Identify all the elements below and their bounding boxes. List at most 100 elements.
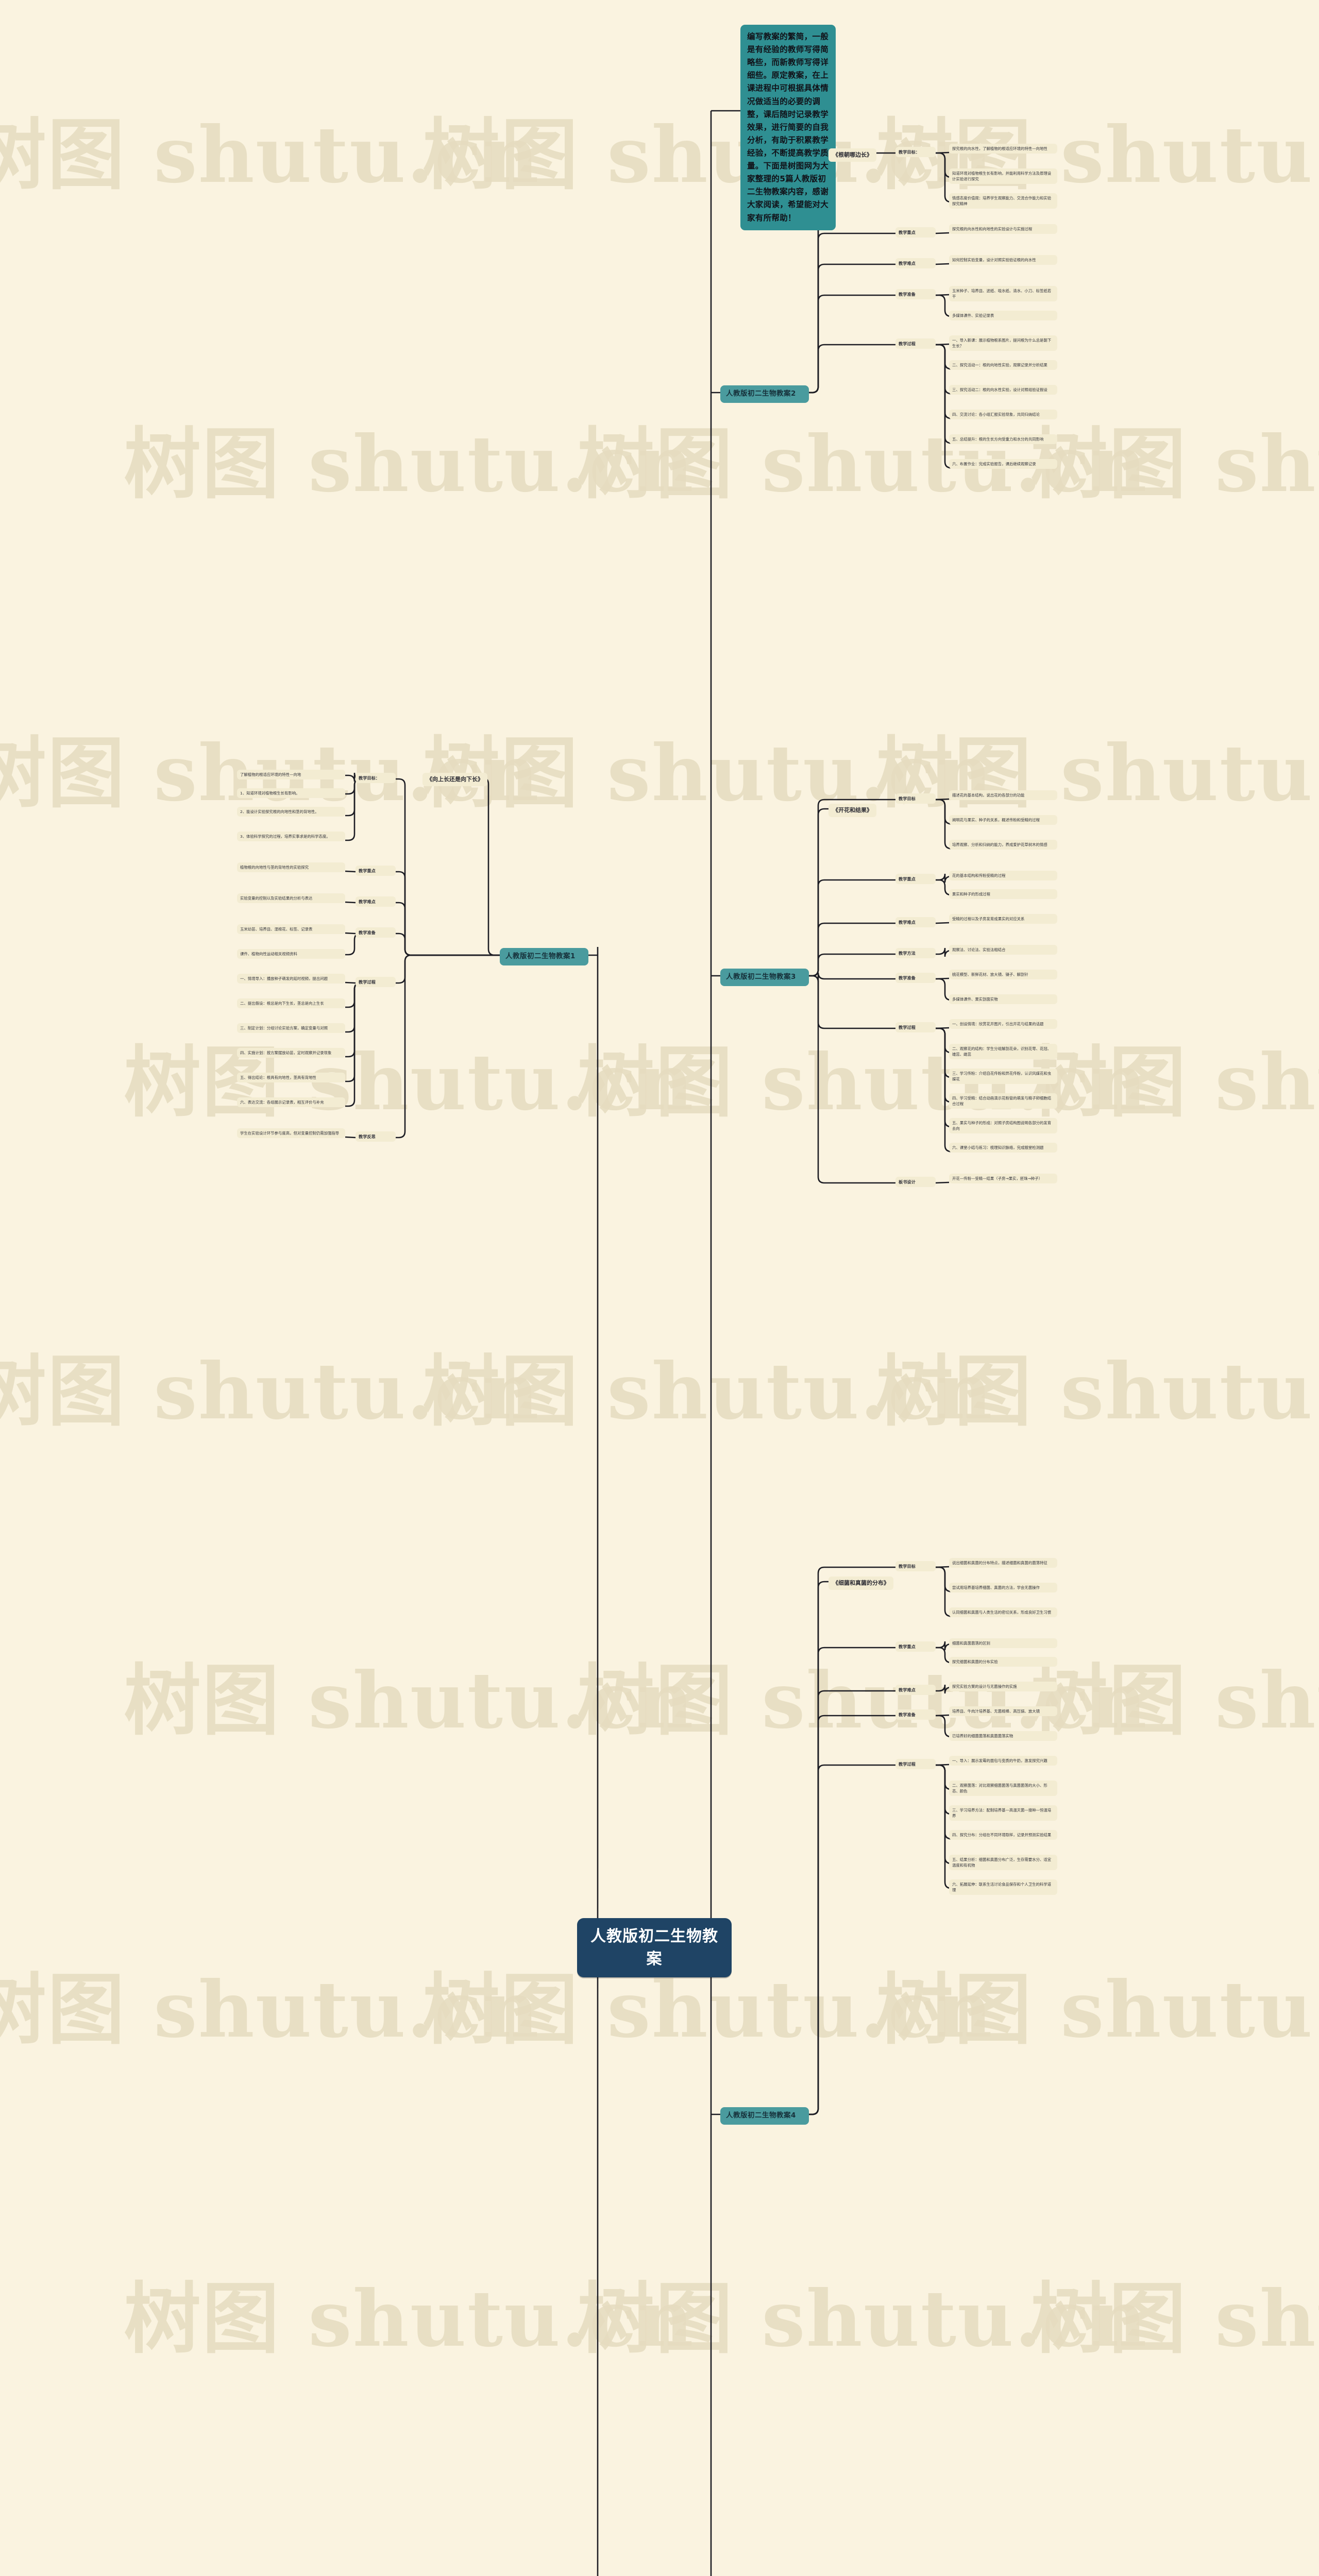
leaf-item[interactable]: 六、课堂小结与练习：梳理知识脉络，完成随堂检测题: [949, 1143, 1057, 1153]
group-title[interactable]: 教学重点: [895, 1641, 936, 1652]
leaf-item[interactable]: 六、表达交流：各组展示记录表，相互评价与补充: [237, 1097, 345, 1108]
group-title[interactable]: 教学过程: [895, 1022, 936, 1033]
leaf-item[interactable]: 学生在实验设计环节参与度高，但对变量控制仍需加强指导: [237, 1128, 345, 1139]
lesson-title-b3[interactable]: 《开花和结果》: [828, 804, 876, 817]
leaf-item[interactable]: 2、能设计实验探究根的向地性和茎的背地性。: [237, 807, 345, 817]
leaf-item[interactable]: 培养皿、牛肉汁培养基、无菌棉棒、高压锅、放大镜: [949, 1706, 1057, 1717]
leaf-item[interactable]: 描述花的基本结构，说出花的各部分的功能: [949, 790, 1057, 801]
leaf-item[interactable]: 了解植物的根适应环境的特性—向地: [237, 770, 345, 780]
leaf-item[interactable]: 情感态度价值观：培养学生观察能力、交流合作能力和实验探究精神: [949, 193, 1057, 209]
leaf-item[interactable]: 探究根的向水性，了解植物的根适应环境的特性—向地性: [949, 144, 1057, 154]
group-title[interactable]: 教学准备: [895, 289, 936, 300]
leaf-item[interactable]: 已培养好的细菌菌落和真菌菌落实物: [949, 1731, 1057, 1741]
leaf-item[interactable]: 知道环境对植物根生长有影响，并能利用科学方法及原理设计实验进行探究: [949, 168, 1057, 184]
leaf-item[interactable]: 玉米幼苗、培养皿、湿棉花、标签、记录表: [237, 924, 345, 935]
group-title[interactable]: 教学准备: [356, 927, 396, 938]
branch-b4[interactable]: 人教版初二生物教案4: [720, 2107, 809, 2125]
leaf-item[interactable]: 二、观察菌落：对比观察细菌菌落与真菌菌落的大小、形态、颜色: [949, 1781, 1057, 1797]
watermark-text: 树图 shutu.cn: [124, 1037, 695, 1128]
group-title[interactable]: 教学难点: [895, 1685, 936, 1696]
leaf-item[interactable]: 一、情境导入：播放种子萌发的延时视频，提出问题: [237, 974, 345, 984]
leaf-item[interactable]: 六、拓展延伸：联系生活讨论食品保存和个人卫生的科学道理: [949, 1879, 1057, 1895]
lesson-title-b1[interactable]: 《向上长还是向下长》: [422, 773, 487, 786]
leaf-item[interactable]: 玉米种子、培养皿、滤纸、吸水纸、清水、小刀、标签纸若干: [949, 286, 1057, 302]
leaf-item[interactable]: 说出细菌和真菌的分布特点，描述细菌和真菌的菌落特征: [949, 1558, 1057, 1568]
group-title[interactable]: 教学难点: [895, 258, 936, 269]
leaf-item[interactable]: 植物根的向地性与茎的背地性的实验探究: [237, 862, 345, 873]
leaf-item[interactable]: 探究实验方案的设计与无菌操作的实施: [949, 1682, 1057, 1692]
leaf-item[interactable]: 培养观察、分析和归纳的能力，养成爱护花草树木的情感: [949, 840, 1057, 850]
leaf-item[interactable]: 1、知道环境对植物根生长有影响。: [237, 788, 345, 799]
leaf-item[interactable]: 五、果实与种子的形成：对照子房结构图说明各部分的发育去向: [949, 1118, 1057, 1134]
leaf-item[interactable]: 课件、植物向性运动相关视频资料: [237, 949, 345, 959]
leaf-item[interactable]: 三、制定计划：分组讨论实验方案，确定变量与对照: [237, 1023, 345, 1033]
leaf-item[interactable]: 五、总结提升：根的生长方向受重力和水分的共同影响: [949, 434, 1057, 445]
leaf-item[interactable]: 桃花模型、新鲜花材、放大镜、镊子、解剖针: [949, 970, 1057, 980]
leaf-item[interactable]: 二、探究活动一：根的向地性实验，观察记录并分析结果: [949, 360, 1057, 370]
group-title[interactable]: 教学过程: [895, 1759, 936, 1770]
branch-b1[interactable]: 人教版初二生物教案1: [500, 948, 588, 965]
watermark-text: 树图 shutu.cn: [0, 1346, 540, 1437]
leaf-item[interactable]: 阐明花与果实、种子的关系，概述传粉和受精的过程: [949, 815, 1057, 825]
leaf-item[interactable]: 尝试用培养基培养细菌、真菌的方法，学会无菌操作: [949, 1583, 1057, 1593]
leaf-item[interactable]: 四、学习受精：结合动画演示花粉管的萌发与精子卵细胞结合过程: [949, 1093, 1057, 1109]
leaf-item[interactable]: 一、导入新课：展示植物根系图片，提问根为什么总是朝下生长？: [949, 335, 1057, 351]
lesson-title-b2[interactable]: 《根朝哪边长》: [828, 148, 876, 162]
leaf-item[interactable]: 三、探究活动二：根的向水性实验，设计对照组验证假设: [949, 385, 1057, 395]
group-title[interactable]: 教学目标：: [356, 773, 396, 784]
group-title[interactable]: 教学重点: [356, 866, 396, 876]
leaf-item[interactable]: 六、布置作业：完成实验报告，课后继续观察记录: [949, 459, 1057, 469]
leaf-item[interactable]: 一、导入：展示发霉的面包与变质的牛奶，激发探究兴趣: [949, 1756, 1057, 1766]
group-title[interactable]: 教学准备: [895, 1709, 936, 1720]
lesson-title-b4[interactable]: 《细菌和真菌的分布》: [828, 1577, 893, 1590]
group-title[interactable]: 教学过程: [356, 977, 396, 988]
group-title[interactable]: 教学难点: [356, 896, 396, 907]
leaf-item[interactable]: 一、创设情境：欣赏花开图片，引出开花与结果的话题: [949, 1019, 1057, 1029]
leaf-item[interactable]: 四、实施计划：按方案摆放幼苗，定时观察并记录现象: [237, 1048, 345, 1058]
intro-note[interactable]: 编写教案的繁简，一般是有经验的教师写得简略些，而新教师写得详细些。原定教案，在上…: [740, 25, 836, 230]
leaf-item[interactable]: 3、体验科学探究的过程，培养实事求是的科学态度。: [237, 832, 345, 842]
group-title[interactable]: 教学目标: [895, 1561, 936, 1572]
group-title[interactable]: 教学准备: [895, 973, 936, 984]
group-title[interactable]: 教学目标: [895, 793, 936, 804]
watermark-text: 树图 shutu.cn: [1030, 1655, 1319, 1746]
leaf-item[interactable]: 四、探究分布：分组在不同环境取样，记录并预测实验结果: [949, 1830, 1057, 1840]
leaf-item[interactable]: 实验变量的控制以及实验结果的分析与表达: [237, 893, 345, 904]
leaf-item[interactable]: 花的基本结构和传粉受精的过程: [949, 871, 1057, 881]
leaf-item[interactable]: 三、学习传粉：介绍自花传粉和异花传粉，认识风媒花和虫媒花: [949, 1069, 1057, 1084]
watermark-text: 树图 shutu.cn: [876, 1964, 1319, 2055]
branch-b2[interactable]: 人教版初二生物教案2: [720, 385, 809, 403]
leaf-item[interactable]: 受精的过程以及子房发育成果实的对应关系: [949, 914, 1057, 924]
leaf-item[interactable]: 多媒体课件、果实剖面实物: [949, 994, 1057, 1005]
leaf-item[interactable]: 四、交流讨论：各小组汇报实验现象，共同归纳结论: [949, 410, 1057, 420]
group-title[interactable]: 教学重点: [895, 874, 936, 885]
leaf-item[interactable]: 如何控制实验变量，设计对照实验验证根的向水性: [949, 255, 1057, 265]
leaf-item[interactable]: 认同细菌和真菌与人类生活的密切关系，形成良好卫生习惯: [949, 1607, 1057, 1618]
leaf-item[interactable]: 果实和种子的形成过程: [949, 889, 1057, 900]
root-node[interactable]: 人教版初二生物教案: [577, 1918, 732, 1977]
leaf-item[interactable]: 观察法、讨论法、实验法相结合: [949, 945, 1057, 955]
leaf-item[interactable]: 三、学习培养方法：配制培养基—高温灭菌—接种—恒温培养: [949, 1805, 1057, 1821]
group-title[interactable]: 教学重点: [895, 227, 936, 238]
leaf-item[interactable]: 五、得出结论：根具有向地性，茎具有背地性: [237, 1073, 345, 1083]
leaf-item[interactable]: 细菌和真菌菌落的区别: [949, 1638, 1057, 1649]
leaf-item[interactable]: 五、结果分析：细菌和真菌分布广泛，生存需要水分、适宜温度和有机物: [949, 1855, 1057, 1871]
branch-b3[interactable]: 人教版初二生物教案3: [720, 969, 809, 986]
leaf-item[interactable]: 二、提出假设：根总是向下生长，茎总是向上生长: [237, 998, 345, 1009]
group-title[interactable]: 教学目标：: [895, 147, 936, 158]
watermark-text: 树图 shutu.cn: [422, 2566, 993, 2576]
leaf-item[interactable]: 探究根的向水性和向地性的实验设计与实施过程: [949, 224, 1057, 234]
leaf-item[interactable]: 探究细菌和真菌的分布实验: [949, 1657, 1057, 1667]
group-title[interactable]: 教学过程: [895, 338, 936, 349]
group-title[interactable]: 教学难点: [895, 917, 936, 928]
group-title[interactable]: 教学反思: [356, 1131, 396, 1142]
leaf-item[interactable]: 二、观察花的结构：学生分组解剖花朵，识别花萼、花冠、雄蕊、雌蕊: [949, 1044, 1057, 1060]
watermark-text: 树图 shutu.cn: [422, 1346, 993, 1437]
watermark-text: 树图 shutu.cn: [876, 728, 1319, 819]
group-title[interactable]: 教学方法: [895, 948, 936, 959]
leaf-item[interactable]: 多媒体课件、实验记录表: [949, 311, 1057, 321]
group-title[interactable]: 板书设计: [895, 1177, 936, 1188]
leaf-item[interactable]: 开花—传粉—受精—结果（子房→果实，胚珠→种子）: [949, 1174, 1057, 1184]
watermark-text: 树图 shutu.cn: [876, 2566, 1319, 2576]
